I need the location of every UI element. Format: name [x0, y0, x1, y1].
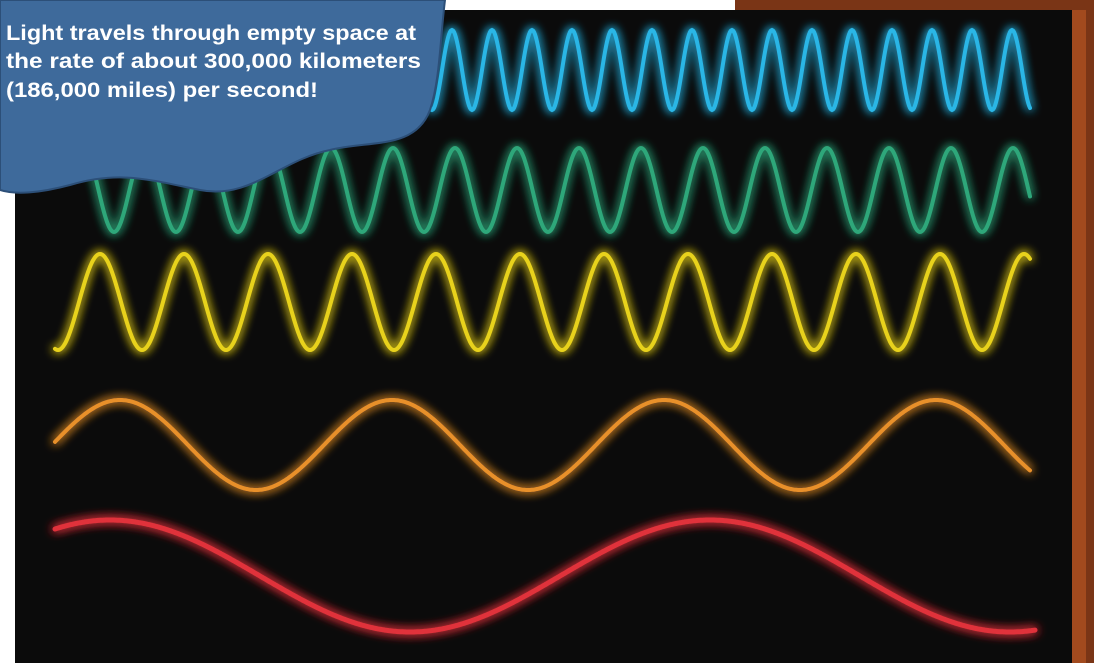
frame-edge [1072, 10, 1086, 663]
page: Light travels through empty space at the… [0, 0, 1094, 663]
callout-line: (186,000 miles) per second! [6, 79, 318, 102]
callout-line: Light travels through empty space at [6, 22, 416, 45]
callout-line: the rate of about 300,000 kilometers [6, 50, 421, 73]
